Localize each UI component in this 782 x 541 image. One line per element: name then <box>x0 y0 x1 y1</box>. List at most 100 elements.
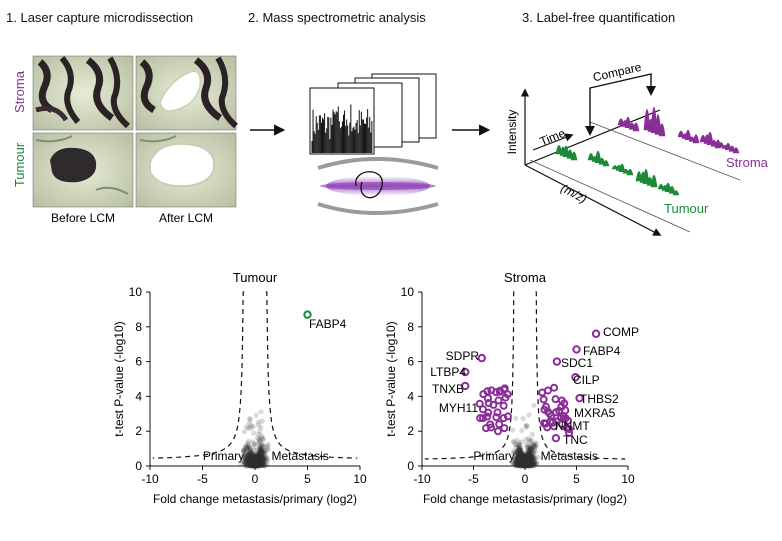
protein-point <box>252 459 258 465</box>
protein-point <box>521 460 528 466</box>
protein-point <box>526 458 532 465</box>
protein-point <box>257 448 264 455</box>
x-tick-label: -10 <box>141 472 159 486</box>
protein-point <box>254 452 260 458</box>
protein-point <box>520 463 527 469</box>
ms-panel <box>309 73 439 215</box>
protein-point <box>531 444 537 450</box>
tumour-peaks <box>555 145 680 196</box>
protein-point <box>515 456 522 462</box>
protein-point <box>522 461 528 467</box>
protein-point <box>250 460 256 466</box>
protein-point <box>529 457 535 464</box>
protein-point <box>526 449 532 455</box>
highlight-label-tnc: TNC <box>563 433 588 447</box>
protein-point <box>251 452 257 459</box>
protein-point <box>516 461 522 468</box>
protein-point <box>254 462 260 469</box>
protein-point <box>526 461 532 467</box>
protein-point <box>252 462 259 468</box>
protein-point <box>521 463 527 469</box>
protein-point <box>527 462 533 468</box>
protein-point <box>525 458 531 464</box>
protein-point <box>524 458 530 464</box>
protein-point <box>250 459 257 465</box>
significant-point <box>545 409 554 418</box>
protein-point <box>258 456 264 462</box>
protein-point <box>250 453 256 460</box>
protein-point <box>520 460 526 466</box>
protein-point <box>523 441 529 448</box>
protein-point <box>531 460 537 466</box>
protein-point <box>252 458 258 464</box>
protein-point <box>526 453 532 459</box>
protein-point <box>258 453 264 460</box>
protein-point <box>260 461 266 467</box>
protein-point <box>250 460 256 467</box>
protein-point <box>249 460 255 466</box>
protein-point <box>250 456 256 463</box>
protein-point <box>252 456 258 462</box>
protein-point <box>515 452 522 459</box>
y-tick-label: 10 <box>401 285 415 299</box>
protein-point <box>521 456 527 462</box>
protein-point <box>524 462 530 468</box>
protein-point <box>258 409 264 415</box>
protein-point <box>248 425 254 431</box>
protein-point <box>253 460 259 466</box>
protein-point <box>528 454 534 460</box>
protein-point <box>247 452 253 458</box>
protein-point <box>522 462 529 469</box>
protein-point <box>250 459 256 465</box>
protein-point <box>250 461 256 468</box>
protein-point <box>251 460 257 466</box>
protein-point <box>250 461 256 467</box>
protein-point <box>521 460 527 466</box>
protein-point <box>252 457 258 463</box>
protein-point <box>518 455 524 461</box>
protein-point <box>247 459 254 466</box>
protein-point <box>521 454 528 460</box>
protein-point <box>525 457 531 463</box>
protein-point <box>521 454 527 460</box>
protein-point <box>521 458 527 464</box>
protein-point <box>527 463 533 469</box>
significant-point <box>538 388 547 397</box>
protein-point <box>510 427 516 433</box>
tumour-peak <box>570 151 578 161</box>
protein-point <box>516 451 522 457</box>
protein-point <box>255 463 261 469</box>
protein-point <box>522 456 528 462</box>
protein-point <box>522 459 528 465</box>
protein-point <box>251 458 258 464</box>
protein-point <box>247 463 253 469</box>
protein-point <box>521 460 528 466</box>
protein-point <box>257 459 263 466</box>
protein-point <box>256 454 262 460</box>
protein-point <box>525 458 531 464</box>
protein-point <box>524 463 530 469</box>
protein-point <box>245 462 251 468</box>
protein-point <box>257 457 263 464</box>
protein-point <box>252 462 258 468</box>
protein-point <box>516 452 522 458</box>
protein-point <box>515 459 521 465</box>
significant-point <box>550 383 559 392</box>
protein-point <box>515 456 522 462</box>
protein-point <box>256 452 262 458</box>
protein-point <box>523 461 529 467</box>
protein-point <box>249 460 255 466</box>
protein-point <box>516 458 522 464</box>
protein-point <box>262 456 268 462</box>
protein-point <box>254 462 260 468</box>
significant-point <box>494 396 503 405</box>
protein-point <box>258 460 264 466</box>
protein-point <box>532 458 538 464</box>
protein-point <box>525 452 531 458</box>
protein-point <box>521 454 527 460</box>
protein-point <box>526 458 533 464</box>
protein-point <box>245 456 251 462</box>
protein-point <box>250 458 256 464</box>
protein-point <box>527 457 533 463</box>
